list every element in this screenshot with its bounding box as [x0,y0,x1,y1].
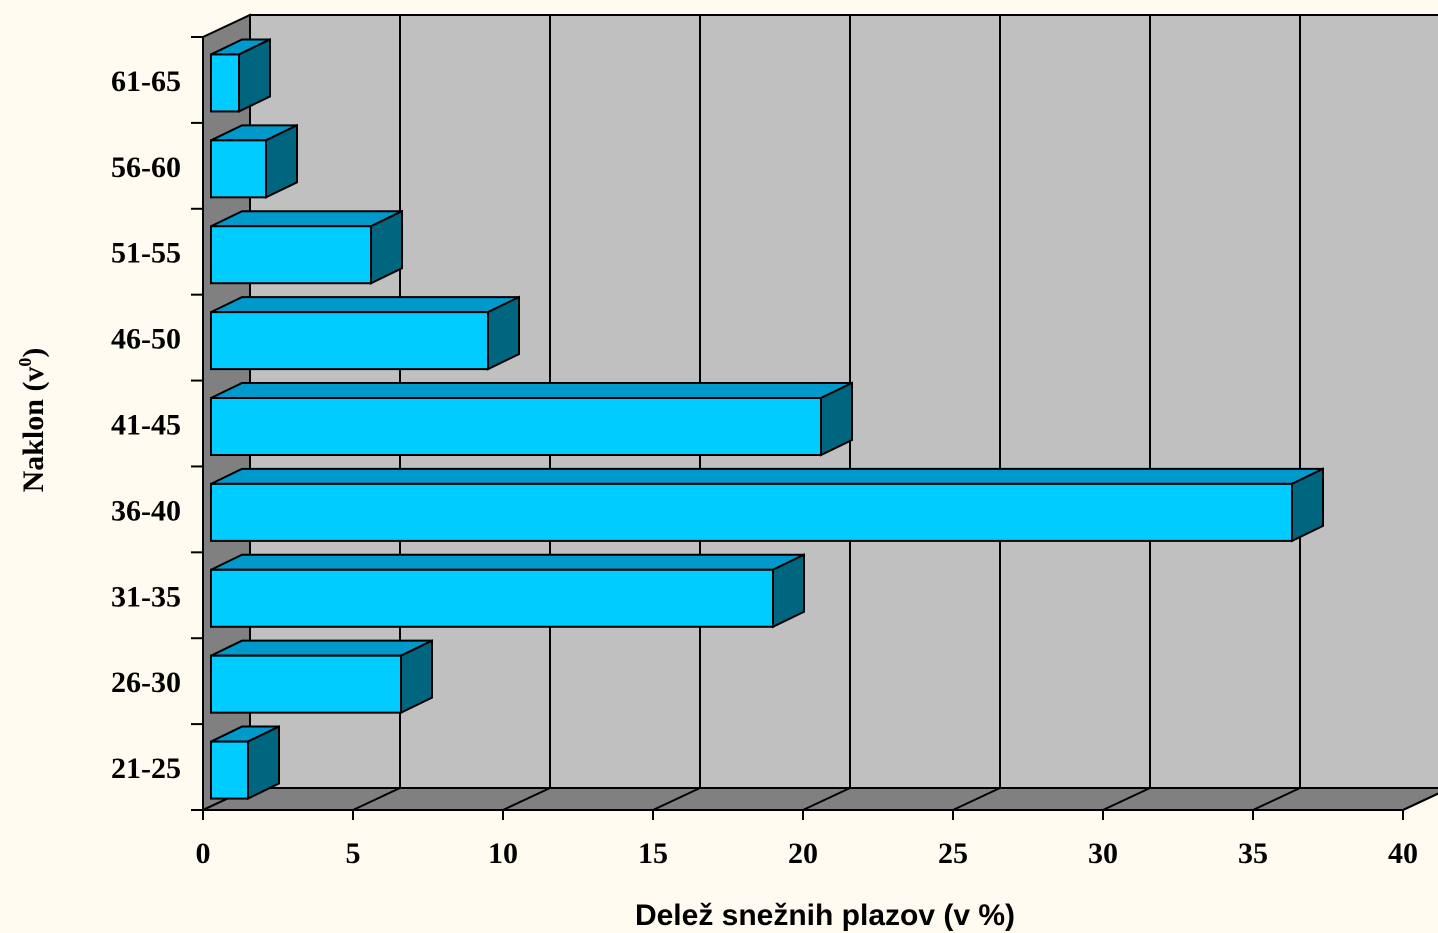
y-tick-label: 51-55 [111,237,181,270]
y-axis-title-superscript: 0 [15,358,35,367]
bar-front-face [210,225,372,285]
y-tick-label: 46-50 [111,323,181,356]
x-tick-label: 10 [488,837,518,870]
bar [210,123,298,199]
y-axis-title: Naklon (v0) [15,348,50,493]
floor-gridline [652,787,701,811]
bar-top-face [210,210,403,228]
bar-front-face [210,654,402,714]
floor-gridline [502,787,551,811]
x-tick-label: 25 [938,837,968,870]
bar-top-face [210,296,520,314]
bar [210,295,520,371]
bar [210,209,403,285]
x-tick-label: 20 [788,837,818,870]
y-tick-label: 56-60 [111,151,181,184]
bars [210,37,1324,801]
y-tick-label: 61-65 [111,65,181,98]
x-tick-label: 15 [638,837,668,870]
bar [210,553,805,629]
y-axis-title-main: Naklon (v [17,367,50,493]
y-tick-label: 26-30 [111,666,181,699]
tick-labels: 0 5 10 15 20 25 30 35 40 21-25 26-30 31-35 36-40 41-4… [111,65,1418,870]
y-axis-title-end: ) [17,348,50,358]
x-tick-label: 0 [196,837,211,870]
floor-gridline [1102,787,1151,811]
bar [210,381,853,457]
bar-top-face [210,639,433,657]
bar [210,724,280,801]
x-tick-label: 35 [1238,837,1268,870]
axes [191,36,1404,820]
bar [210,467,1324,543]
bar-top-face [210,382,853,399]
bar [210,37,271,114]
bar-front-face [210,53,240,113]
x-tick-label: 5 [346,837,361,870]
bar-front-face [210,568,774,628]
floor-gridline [952,787,1001,811]
x-axis-title: Delež snežnih plazov (v %) [635,899,1015,932]
bar-front-face [210,482,1293,542]
y-tick-label: 36-40 [111,494,181,527]
bar-front-face [210,740,249,800]
x-tick-label: 40 [1388,837,1418,870]
floor-gridline [802,787,851,811]
bar-front-face [210,311,489,371]
floor-gridline [1252,787,1301,811]
bar-front-face [210,397,822,456]
bar [210,639,433,715]
x-tick-label: 30 [1088,837,1118,870]
y-tick-label: 21-25 [111,752,181,785]
bar-front-face [210,139,267,199]
floor-gridline [1402,792,1438,811]
y-tick-label: 31-35 [111,580,181,613]
y-tick-label: 41-45 [111,409,181,442]
chart-floor [202,787,1438,811]
bar-top-face [210,467,1324,485]
floor-gridline [352,787,401,811]
bar-top-face [210,553,805,571]
